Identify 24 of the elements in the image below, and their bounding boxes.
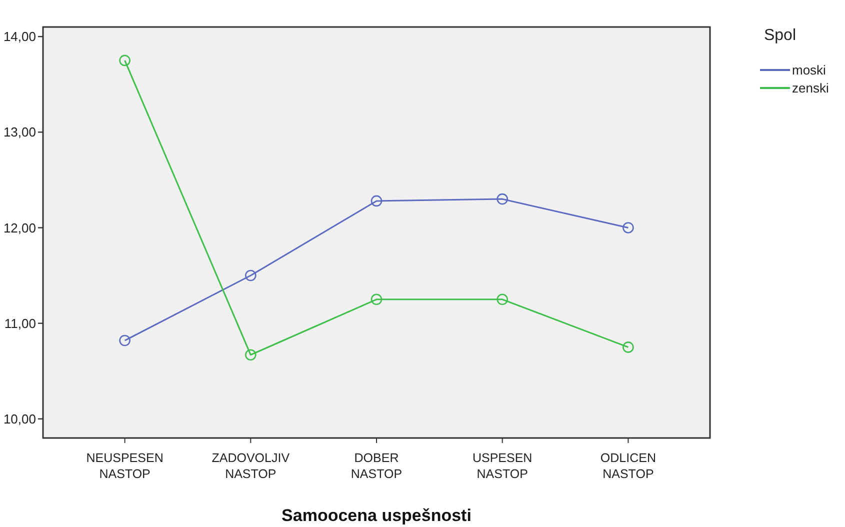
point xyxy=(119,334,130,346)
point xyxy=(622,342,634,353)
y-tick-label: 14,00 xyxy=(3,29,36,44)
x-tick-label: NEUSPESEN NASTOP xyxy=(86,451,164,481)
point xyxy=(622,222,634,234)
point xyxy=(496,294,508,306)
x-tick-label: USPESEN NASTOP xyxy=(472,451,532,481)
point xyxy=(496,193,508,205)
point xyxy=(245,349,256,360)
x-tick-label: ZADOVOLJIV NASTOP xyxy=(212,451,290,481)
point xyxy=(119,54,130,66)
y-tick-label: 11,00 xyxy=(4,316,36,331)
legend-title: Spol xyxy=(764,27,796,44)
point xyxy=(370,294,382,306)
legend-label: zenski xyxy=(792,80,829,96)
x-axis-title: Samoocena uspešnosti xyxy=(282,506,472,525)
y-tick-label: 13,00 xyxy=(3,124,36,140)
point xyxy=(370,195,382,207)
point xyxy=(245,270,256,282)
x-tick-label: DOBER NASTOP xyxy=(350,451,402,481)
legend-label: moski xyxy=(792,62,826,78)
y-tick-label: 12,00 xyxy=(3,220,36,236)
x-tick-label: ODLICEN NASTOP xyxy=(600,451,656,481)
y-tick-label: 10,00 xyxy=(3,411,36,426)
